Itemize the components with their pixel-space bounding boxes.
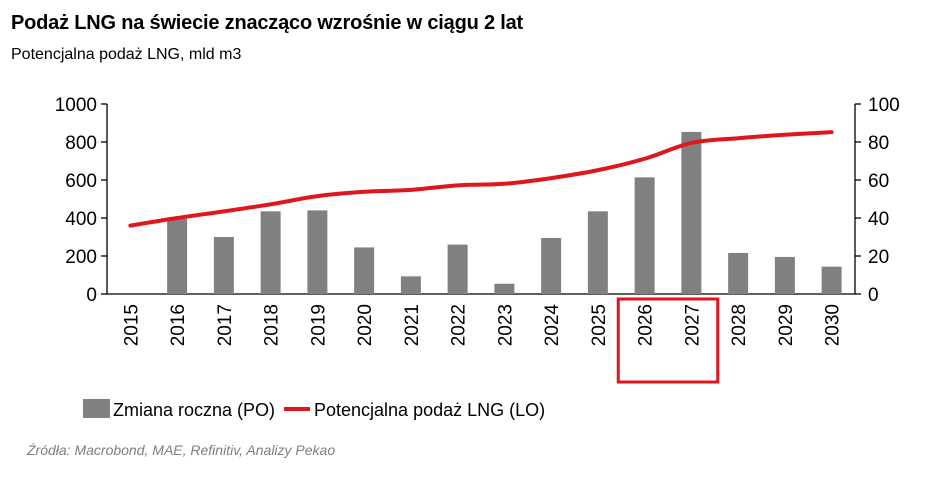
- x-tick-label: 2018: [262, 304, 283, 346]
- x-tick-label: 2025: [589, 304, 610, 346]
- bar-2023: [494, 283, 515, 294]
- right-axis-tick-label: 100: [868, 95, 900, 116]
- x-tick-labels: 2015 2016 2017 2018 2019 2020 2021 2022 2023 2024…: [121, 297, 844, 384]
- bar-2019: [307, 210, 328, 294]
- right-axis-tick-label: 60: [868, 171, 889, 192]
- legend-label-bar: Zmiana roczna (PO): [113, 400, 275, 420]
- right-axis-tick-label: 0: [868, 285, 879, 306]
- x-tick-label: 2029: [776, 304, 797, 346]
- bar-2021: [400, 276, 421, 294]
- bar-2027: [681, 131, 702, 294]
- x-tick-label: 2022: [449, 304, 470, 346]
- left-axis-tick-label: 400: [65, 209, 97, 230]
- bar-2020: [354, 247, 375, 294]
- left-axis-tick-label: 600: [65, 171, 97, 192]
- x-tick-label: 2016: [168, 304, 189, 346]
- x-tick-label: 2028: [729, 304, 750, 346]
- highlight-box: [616, 297, 720, 384]
- left-axis-tick-label: 200: [65, 247, 97, 268]
- bar-2018: [260, 211, 281, 294]
- bar-2022: [447, 244, 468, 294]
- chart-subtitle: Potencjalna podaż LNG, mld m3: [11, 46, 242, 63]
- legend-label-line: Potencjalna podaż LNG (LO): [314, 400, 545, 420]
- bar-2025: [587, 211, 608, 294]
- chart-title: Podaż LNG na świecie znacząco wzrośnie w…: [11, 12, 523, 34]
- line-path: [128, 130, 834, 228]
- bar-2028: [728, 252, 749, 294]
- right-axis-tick-label: 40: [868, 209, 889, 230]
- bar-2024: [541, 237, 562, 294]
- bar-2030: [821, 266, 842, 294]
- x-tick-label: 2023: [495, 304, 516, 346]
- x-tick-label: 2017: [215, 304, 236, 346]
- left-axis-tick-label: 800: [65, 133, 97, 154]
- line-series: [128, 130, 834, 228]
- x-tick-label: 2026: [636, 304, 657, 346]
- left-axis-tick-label: 0: [86, 285, 97, 306]
- source-note: Źródła: Macrobond, MAE, Refinitiv, Anali…: [27, 442, 336, 458]
- x-tick-label: 2024: [542, 304, 563, 347]
- legend: Zmiana roczna (PO) Potencjalna podaż LNG…: [83, 399, 545, 420]
- bar-2016: [167, 218, 188, 294]
- right-axis-tick-label: 20: [868, 247, 889, 268]
- x-tick-label: 2019: [308, 304, 329, 346]
- legend-swatch-bar: [83, 399, 110, 418]
- bars: [167, 131, 842, 294]
- x-tick-label: 2015: [121, 304, 142, 346]
- bar-2017: [213, 237, 234, 294]
- x-tick-label: 2020: [355, 304, 376, 346]
- x-tick-label: 2021: [402, 304, 423, 346]
- x-tick-label: 2030: [823, 304, 844, 346]
- bar-2029: [774, 256, 795, 294]
- x-tick-label: 2027: [682, 304, 703, 346]
- bar-2026: [634, 177, 655, 294]
- right-axis-tick-label: 80: [868, 133, 889, 154]
- left-axis-tick-label: 1000: [55, 95, 97, 116]
